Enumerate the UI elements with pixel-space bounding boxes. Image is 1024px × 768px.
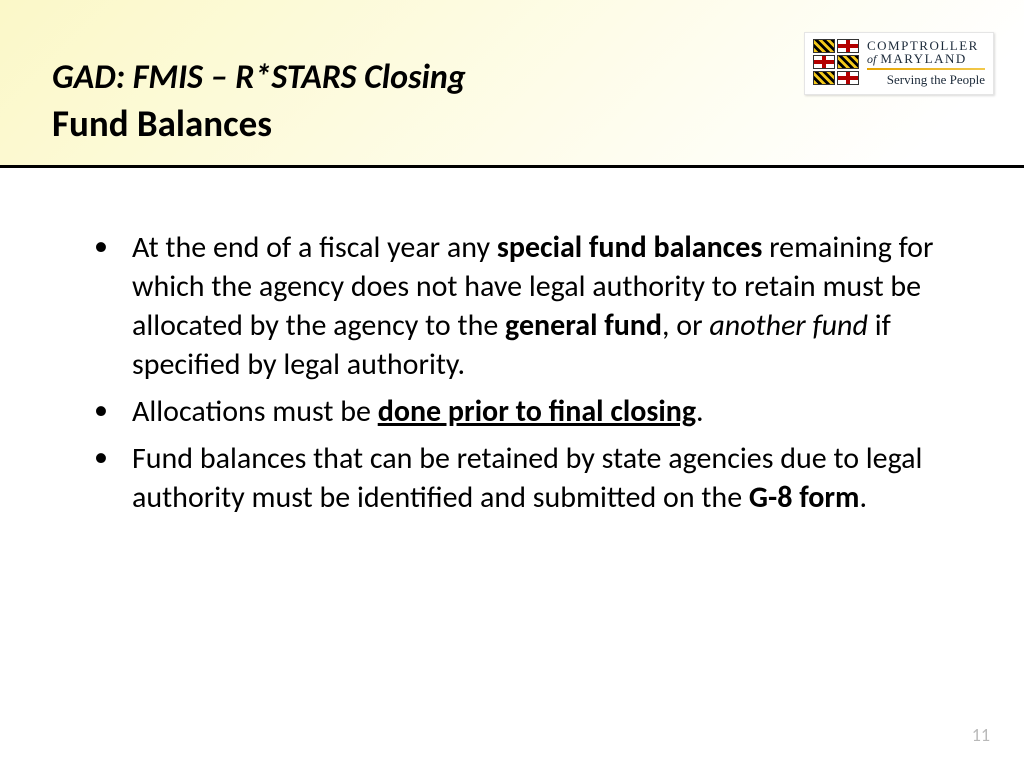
- logo-tagline: Serving the People: [887, 73, 985, 86]
- title-line-2: Fund Balances: [52, 102, 466, 146]
- logo-text: COMPTROLLER of MARYLAND Serving the Peop…: [867, 39, 985, 86]
- text-run: done prior to final closing: [378, 393, 696, 430]
- text-run: G-8 form: [749, 479, 860, 516]
- title-line-1: GAD: FMIS – R*STARS Closing: [52, 58, 466, 98]
- header-band: GAD: FMIS – R*STARS Closing Fund Balance…: [0, 0, 1024, 168]
- text-run: At the end of a fiscal year any: [132, 229, 497, 266]
- bullet-item: At the end of a fiscal year any special …: [90, 228, 964, 384]
- logo-of: of: [867, 53, 876, 65]
- bullet-list: At the end of a fiscal year any special …: [90, 228, 964, 517]
- text-run: , or: [662, 307, 709, 344]
- slide-title: GAD: FMIS – R*STARS Closing Fund Balance…: [52, 58, 466, 146]
- maryland-flag-icon: [813, 39, 859, 85]
- text-run: .: [696, 393, 704, 430]
- logo-underline: [867, 68, 985, 70]
- text-run: general fund: [505, 307, 662, 344]
- logo-line-2: MARYLAND: [880, 52, 966, 65]
- text-run: Allocations must be: [132, 393, 378, 430]
- text-run: special fund balances: [497, 229, 762, 266]
- bullet-item: Fund balances that can be retained by st…: [90, 439, 964, 517]
- bullet-item: Allocations must be done prior to final …: [90, 392, 964, 431]
- text-run: another fund: [709, 307, 868, 344]
- slide-body: At the end of a fiscal year any special …: [90, 228, 964, 525]
- comptroller-logo: COMPTROLLER of MARYLAND Serving the Peop…: [804, 32, 994, 95]
- text-run: .: [859, 479, 867, 516]
- slide: GAD: FMIS – R*STARS Closing Fund Balance…: [0, 0, 1024, 768]
- page-number: 11: [972, 724, 990, 746]
